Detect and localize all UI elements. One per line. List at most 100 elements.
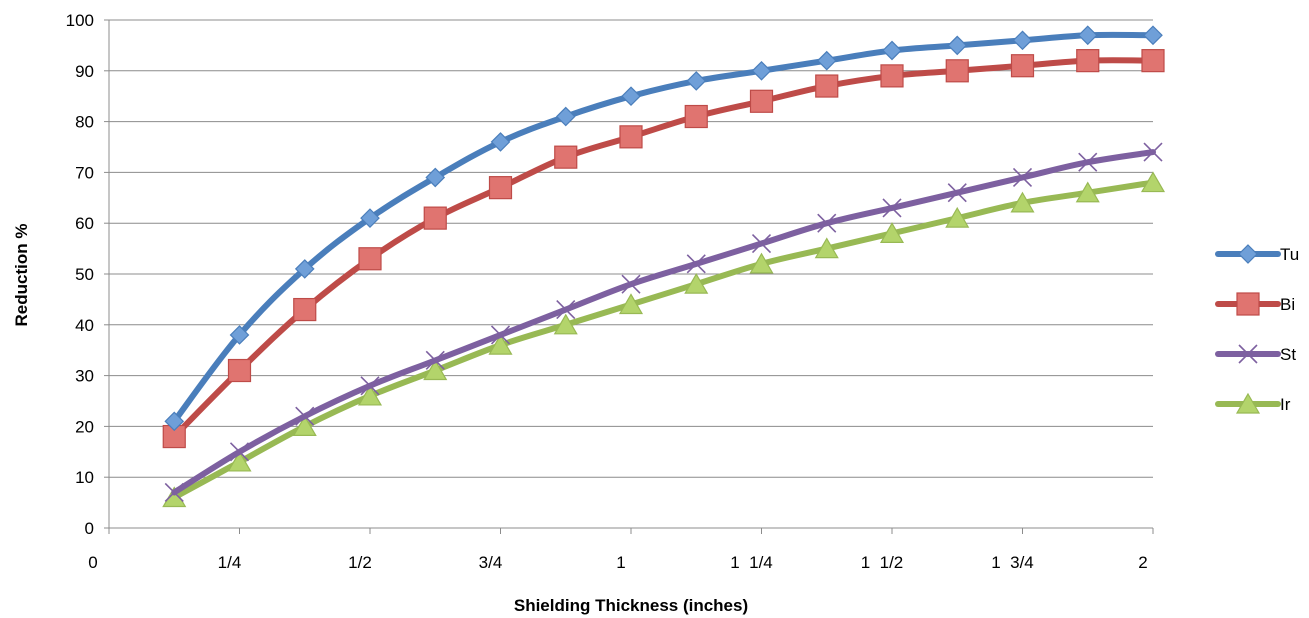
triangle-marker bbox=[357, 384, 383, 406]
series-st bbox=[164, 142, 1163, 503]
x-marker bbox=[425, 350, 445, 370]
diamond-marker bbox=[1077, 25, 1098, 46]
triangle-marker bbox=[618, 293, 644, 315]
triangle-marker bbox=[814, 237, 839, 259]
x-marker bbox=[817, 213, 837, 233]
y-tick-label: 30 bbox=[75, 367, 94, 386]
triangle-marker bbox=[945, 206, 970, 228]
x-marker bbox=[556, 299, 576, 320]
x-marker bbox=[947, 183, 967, 203]
y-tick-label: 40 bbox=[75, 316, 94, 335]
x-marker-stroke bbox=[164, 482, 184, 503]
diamond-marker bbox=[294, 259, 315, 279]
y-tick-label: 20 bbox=[75, 417, 94, 436]
x-tick-label: 1/2 bbox=[348, 553, 372, 572]
legend-entry: St bbox=[1215, 344, 1296, 364]
square-marker bbox=[684, 104, 708, 129]
x-marker-stroke bbox=[490, 325, 511, 345]
triangle-marker bbox=[879, 222, 905, 243]
legend-entry: Bi bbox=[1215, 292, 1295, 316]
square-marker bbox=[488, 176, 513, 200]
square-marker bbox=[423, 206, 447, 230]
axes: 0 10 20 30 40 50 60 70 80 90 100 0 1/4 1/2 3/4 1 1 1/4 1 … bbox=[66, 11, 1154, 572]
x-marker-stroke bbox=[882, 198, 902, 218]
x-marker-stroke bbox=[621, 274, 641, 294]
triangle-marker bbox=[684, 272, 709, 294]
square-marker bbox=[554, 145, 578, 169]
x-marker-stroke bbox=[751, 233, 772, 254]
square-marker bbox=[1236, 292, 1260, 316]
diamond-marker bbox=[555, 106, 576, 127]
triangle-marker bbox=[488, 333, 513, 355]
x-marker bbox=[621, 274, 641, 294]
square-marker bbox=[880, 64, 904, 88]
y-tick-label: 10 bbox=[75, 468, 94, 487]
y-axis-label: Reduction % bbox=[12, 224, 31, 327]
triangle-marker bbox=[423, 359, 448, 381]
x-marker bbox=[490, 325, 511, 345]
legend: Tu Bi St Ir bbox=[1215, 244, 1299, 414]
y-tick-label: 60 bbox=[75, 214, 94, 233]
y-tick-label: 80 bbox=[75, 113, 94, 132]
legend-label: St bbox=[1280, 345, 1296, 364]
triangle-marker bbox=[1235, 392, 1261, 414]
y-tick-label: 100 bbox=[66, 11, 94, 30]
diamond-marker bbox=[490, 132, 511, 152]
x-marker-stroke bbox=[229, 442, 250, 462]
series-line bbox=[171, 31, 1156, 425]
diamond-marker bbox=[686, 71, 707, 91]
x-marker-stroke bbox=[425, 350, 445, 370]
legend-label: Bi bbox=[1280, 295, 1295, 314]
x-marker bbox=[1143, 142, 1163, 162]
triangle-marker bbox=[1140, 171, 1166, 193]
square-marker bbox=[945, 59, 969, 83]
series-layer bbox=[162, 25, 1166, 508]
square-marker bbox=[1010, 54, 1035, 78]
x-marker bbox=[882, 198, 902, 218]
series-line bbox=[171, 57, 1156, 440]
x-tick-label: 1 bbox=[616, 553, 625, 572]
x-axis-label: Shielding Thickness (inches) bbox=[514, 596, 748, 615]
x-marker bbox=[1238, 344, 1258, 364]
diamond-marker bbox=[229, 325, 250, 345]
square-marker bbox=[293, 297, 317, 322]
x-tick-label: 1/4 bbox=[218, 553, 242, 572]
x-marker bbox=[229, 442, 250, 462]
x-marker-stroke bbox=[947, 183, 967, 203]
diamond-marker bbox=[947, 35, 968, 56]
series-ir bbox=[162, 171, 1166, 508]
triangle-marker bbox=[292, 415, 317, 436]
square-marker bbox=[1141, 49, 1165, 73]
series-bi bbox=[162, 49, 1165, 449]
legend-entry: Tu bbox=[1215, 244, 1299, 264]
triangle-marker bbox=[553, 313, 578, 335]
diamond-marker bbox=[425, 167, 446, 188]
x-marker bbox=[164, 482, 184, 503]
series-line bbox=[171, 149, 1156, 496]
diamond-marker bbox=[751, 60, 772, 81]
x-marker-stroke bbox=[1078, 152, 1098, 172]
diamond-marker bbox=[621, 86, 641, 107]
x-tick-label: 1 1/4 bbox=[730, 553, 773, 572]
y-tick-label: 70 bbox=[75, 163, 94, 182]
x-marker bbox=[295, 406, 315, 426]
x-marker-stroke bbox=[1143, 142, 1163, 162]
square-marker bbox=[749, 89, 774, 113]
x-marker-stroke bbox=[817, 213, 837, 233]
legend-label: Ir bbox=[1280, 395, 1291, 414]
series-line bbox=[171, 179, 1156, 501]
triangle-marker bbox=[1075, 181, 1100, 203]
legend-label: Tu bbox=[1280, 245, 1299, 264]
x-marker-stroke bbox=[686, 254, 706, 274]
x-marker-stroke bbox=[1012, 167, 1033, 188]
x-marker-stroke bbox=[295, 406, 315, 426]
y-tick-label: 50 bbox=[75, 265, 94, 284]
diamond-marker bbox=[360, 208, 380, 228]
triangle-marker bbox=[227, 450, 252, 472]
diamond-marker bbox=[1238, 244, 1258, 264]
square-marker bbox=[619, 125, 643, 149]
square-marker bbox=[358, 247, 382, 271]
y-tick-label: 0 bbox=[85, 519, 94, 538]
x-tick-label: 2 bbox=[1138, 553, 1147, 572]
